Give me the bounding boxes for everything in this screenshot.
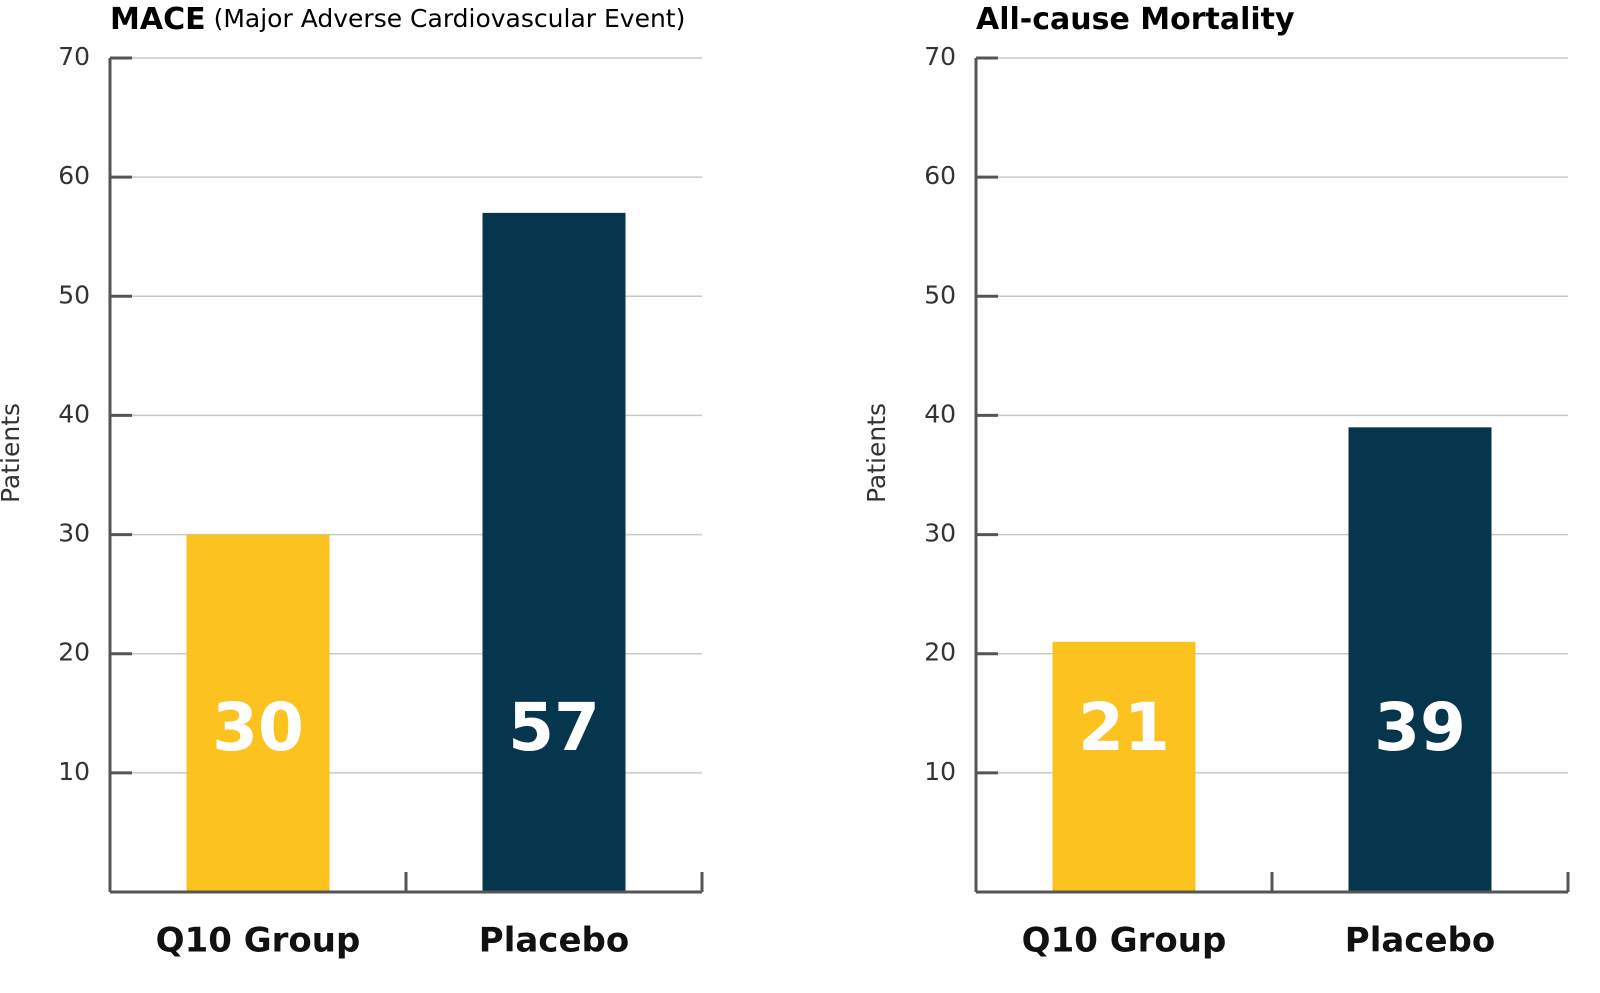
y-tick-label: 50 [924,280,956,309]
value-label: 39 [1374,689,1466,766]
bar [1052,641,1196,892]
y-axis-label: Patients [862,403,891,503]
y-tick-label: 60 [58,161,90,190]
value-label: 21 [1078,689,1170,766]
y-tick-label: 70 [58,42,90,71]
y-tick-label: 50 [58,280,90,309]
y-axis-label: Patients [0,403,25,503]
chart-title: MACE (Major Adverse Cardiovascular Event) [110,2,685,37]
value-label: 57 [508,689,600,766]
y-tick-label: 10 [924,757,956,786]
y-tick-label: 70 [924,42,956,71]
y-tick-label: 30 [58,519,90,548]
value-label: 30 [212,689,304,766]
bar [186,534,330,892]
chart-title-main: All-cause Mortality [976,2,1295,37]
y-tick-label: 60 [924,161,956,190]
y-tick-label: 10 [58,757,90,786]
bar [482,212,626,892]
x-tick-label: Q10 Group [1022,921,1227,961]
x-tick-label: Placebo [479,921,629,961]
y-tick-label: 40 [58,399,90,428]
bar [1348,427,1492,892]
chart-subtitle: (Major Adverse Cardiovascular Event) [214,4,686,33]
x-tick-label: Q10 Group [156,921,361,961]
x-tick-label: Placebo [1345,921,1495,961]
y-tick-label: 20 [924,638,956,667]
y-tick-label: 30 [924,519,956,548]
chart-title-main: MACE [110,2,206,37]
y-tick-label: 20 [58,638,90,667]
y-tick-label: 40 [924,399,956,428]
chart-title: All-cause Mortality [976,2,1295,37]
